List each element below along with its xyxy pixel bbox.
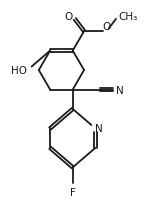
Text: CH₃: CH₃ xyxy=(118,12,137,22)
Text: N: N xyxy=(95,124,103,134)
Text: F: F xyxy=(70,187,76,197)
Text: HO: HO xyxy=(12,66,27,76)
Text: O: O xyxy=(103,22,111,32)
Text: O: O xyxy=(64,12,73,22)
Text: N: N xyxy=(116,85,123,95)
